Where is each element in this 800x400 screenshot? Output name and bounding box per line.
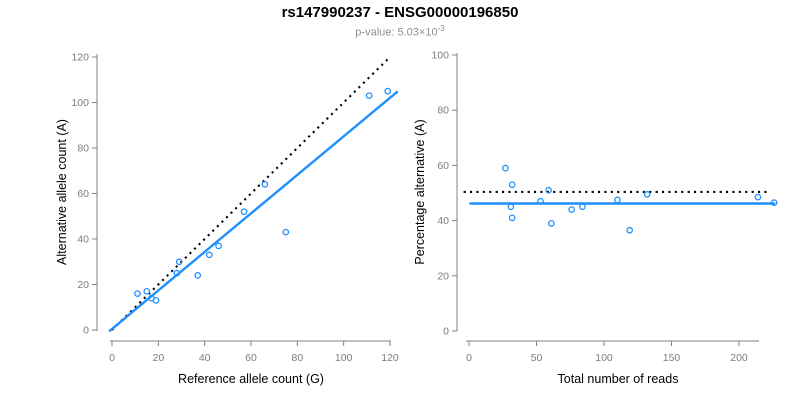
x-tick-label: 150 bbox=[663, 352, 681, 364]
x-axis-title-left: Reference allele count (G) bbox=[178, 372, 324, 386]
percentage-vs-reads-plot: 0 20 40 60 80 100 0 50 100 150 200 bbox=[431, 50, 778, 364]
data-point bbox=[205, 251, 213, 259]
figure-title: rs147990237 - ENSG00000196850 bbox=[281, 4, 519, 21]
x-tick-label: 200 bbox=[730, 352, 748, 364]
x-tick-label: 100 bbox=[335, 352, 353, 364]
x-axis-title-right: Total number of reads bbox=[557, 372, 679, 386]
data-point bbox=[384, 87, 392, 95]
y-tick-label: 100 bbox=[431, 50, 449, 62]
y-tick-label: 80 bbox=[437, 105, 449, 117]
data-point bbox=[579, 203, 586, 211]
data-point bbox=[545, 186, 553, 194]
data-point bbox=[194, 272, 202, 279]
data-point bbox=[614, 196, 621, 204]
data-point bbox=[508, 181, 516, 189]
data-point bbox=[754, 193, 762, 201]
y-tick-label: 20 bbox=[77, 279, 89, 291]
y-tick-label: 40 bbox=[437, 215, 449, 227]
data-point bbox=[175, 258, 183, 266]
data-point bbox=[502, 164, 509, 172]
y-tick-label: 20 bbox=[437, 270, 449, 282]
data-point bbox=[568, 206, 575, 213]
x-tick-label: 60 bbox=[245, 352, 257, 364]
data-point bbox=[143, 287, 151, 295]
x-tick-label: 20 bbox=[152, 352, 164, 364]
data-point bbox=[507, 203, 515, 211]
x-tick-label: 80 bbox=[291, 352, 303, 364]
figure-subtitle: p-value: 5.03×10-3 bbox=[0, 24, 800, 39]
data-point bbox=[547, 220, 555, 227]
y-tick-label: 60 bbox=[77, 188, 89, 200]
x-tick-label: 120 bbox=[381, 352, 399, 364]
data-point bbox=[261, 181, 269, 188]
x-tick-label: 50 bbox=[531, 352, 543, 364]
y-axis-title-right: Percentage alternative (A) bbox=[413, 119, 427, 265]
data-point bbox=[215, 242, 222, 250]
data-point bbox=[365, 92, 373, 100]
identity-line bbox=[111, 57, 390, 331]
data-point bbox=[152, 297, 160, 304]
data-point bbox=[282, 228, 290, 236]
y-axis-title-left: Alternative allele count (A) bbox=[55, 119, 69, 265]
data-point bbox=[134, 290, 141, 297]
regression-line bbox=[108, 90, 399, 332]
data-point bbox=[626, 226, 634, 234]
x-tick-label: 100 bbox=[595, 352, 613, 364]
y-tick-label: 80 bbox=[77, 143, 89, 155]
y-tick-label: 100 bbox=[71, 97, 89, 109]
data-point bbox=[770, 199, 778, 207]
data-point bbox=[173, 269, 181, 277]
data-point bbox=[240, 208, 248, 216]
y-tick-label: 120 bbox=[71, 52, 89, 64]
y-tick-label: 0 bbox=[443, 326, 449, 338]
data-point bbox=[537, 197, 544, 205]
data-point bbox=[643, 191, 651, 198]
data-point bbox=[508, 214, 516, 222]
x-tick-label: 40 bbox=[199, 352, 211, 364]
pvalue-exponent: -3 bbox=[437, 24, 445, 33]
pvalue-text: p-value: 5.03×10 bbox=[355, 26, 438, 39]
y-tick-label: 40 bbox=[77, 234, 89, 246]
x-tick-label: 0 bbox=[466, 352, 472, 364]
y-tick-label: 60 bbox=[437, 160, 449, 172]
allele-counts-plot: 0 20 40 60 80 100 120 0 20 40 60 80 100 120 bbox=[71, 52, 398, 365]
y-tick-label: 0 bbox=[83, 325, 89, 337]
x-tick-label: 0 bbox=[109, 352, 115, 364]
